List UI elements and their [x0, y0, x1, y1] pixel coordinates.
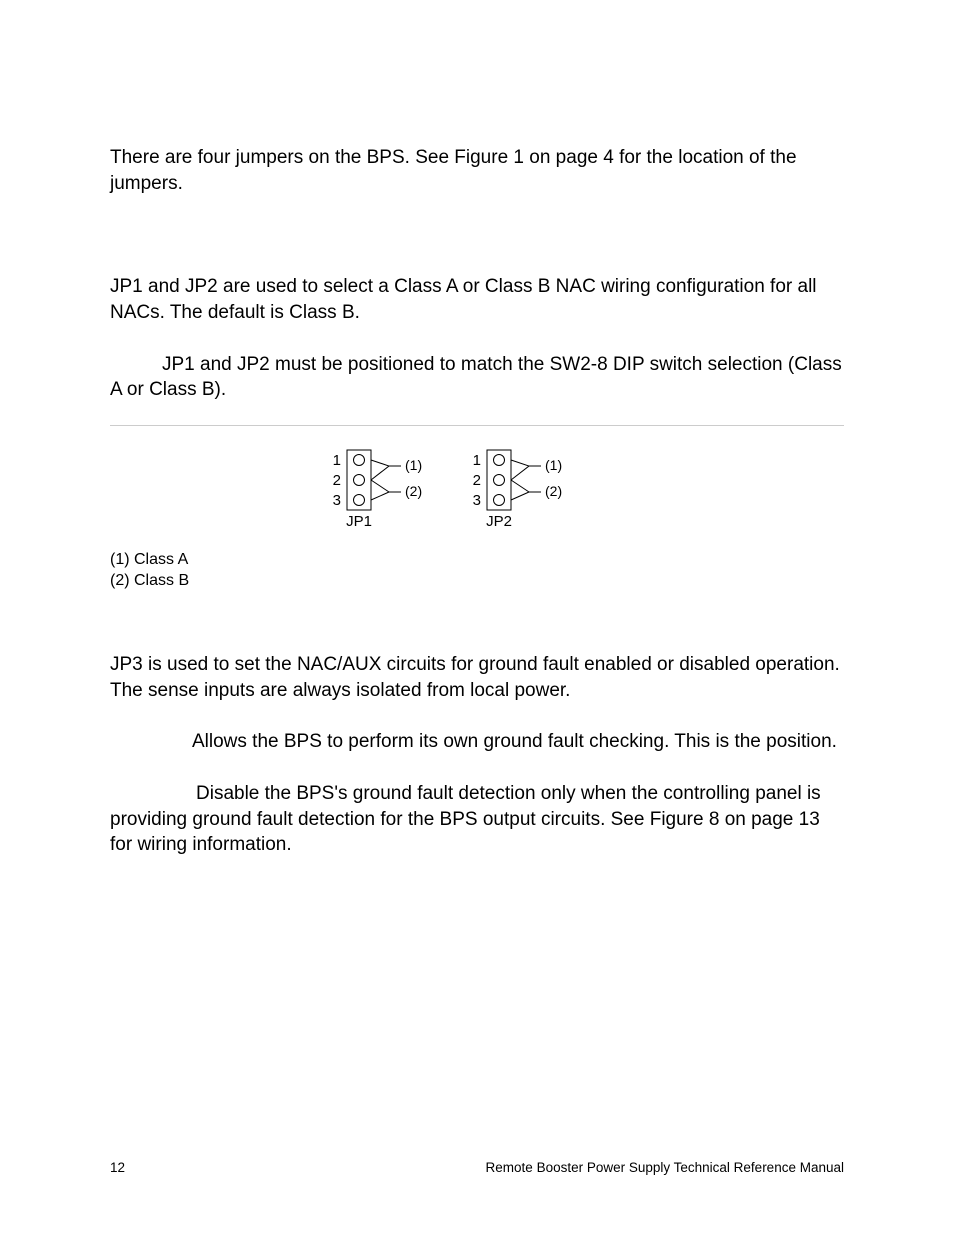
jp3-paragraph-c: Disable the BPS's ground fault detection…	[110, 781, 844, 858]
page-footer: 12 Remote Booster Power Supply Technical…	[110, 1160, 844, 1175]
svg-text:(1): (1)	[545, 457, 562, 473]
svg-text:1: 1	[333, 452, 341, 469]
svg-text:2: 2	[473, 472, 481, 489]
jp3-enable-text: Allows the BPS to perform its own ground…	[192, 731, 837, 752]
svg-text:JP1: JP1	[346, 513, 372, 530]
svg-text:JP2: JP2	[486, 513, 512, 530]
jumper-svg: 1 2 3 (1) (2) JP1 1 2 3 (1) (2) JP2	[317, 444, 637, 539]
jp12-paragraph-a: JP1 and JP2 are used to select a Class A…	[110, 274, 844, 325]
svg-text:(2): (2)	[405, 483, 422, 499]
diagram-legend: (1) Class A (2) Class B	[110, 549, 844, 592]
jp3-disable-text: Disable the BPS's ground fault detection…	[110, 783, 821, 855]
svg-text:(2): (2)	[545, 483, 562, 499]
svg-text:2: 2	[333, 472, 341, 489]
svg-text:3: 3	[333, 492, 341, 509]
spacer	[110, 222, 844, 274]
intro-paragraph: There are four jumpers on the BPS. See F…	[110, 145, 844, 196]
spacer	[110, 632, 844, 652]
svg-text:3: 3	[473, 492, 481, 509]
page-number: 12	[110, 1160, 125, 1175]
svg-text:(1): (1)	[405, 457, 422, 473]
legend-line-2: (2) Class B	[110, 570, 844, 592]
jp3-paragraph-b: Allows the BPS to perform its own ground…	[110, 729, 844, 755]
jp12-paragraph-b: JP1 and JP2 must be positioned to match …	[110, 352, 844, 403]
svg-text:1: 1	[473, 452, 481, 469]
jumper-diagram: 1 2 3 (1) (2) JP1 1 2 3 (1) (2) JP2	[110, 444, 844, 539]
page: There are four jumpers on the BPS. See F…	[0, 0, 954, 1235]
legend-line-1: (1) Class A	[110, 549, 844, 571]
jp12-note-text: JP1 and JP2 must be positioned to match …	[110, 354, 842, 401]
jp3-paragraph-a: JP3 is used to set the NAC/AUX circuits …	[110, 652, 844, 703]
footer-title: Remote Booster Power Supply Technical Re…	[486, 1160, 844, 1175]
divider	[110, 425, 844, 426]
